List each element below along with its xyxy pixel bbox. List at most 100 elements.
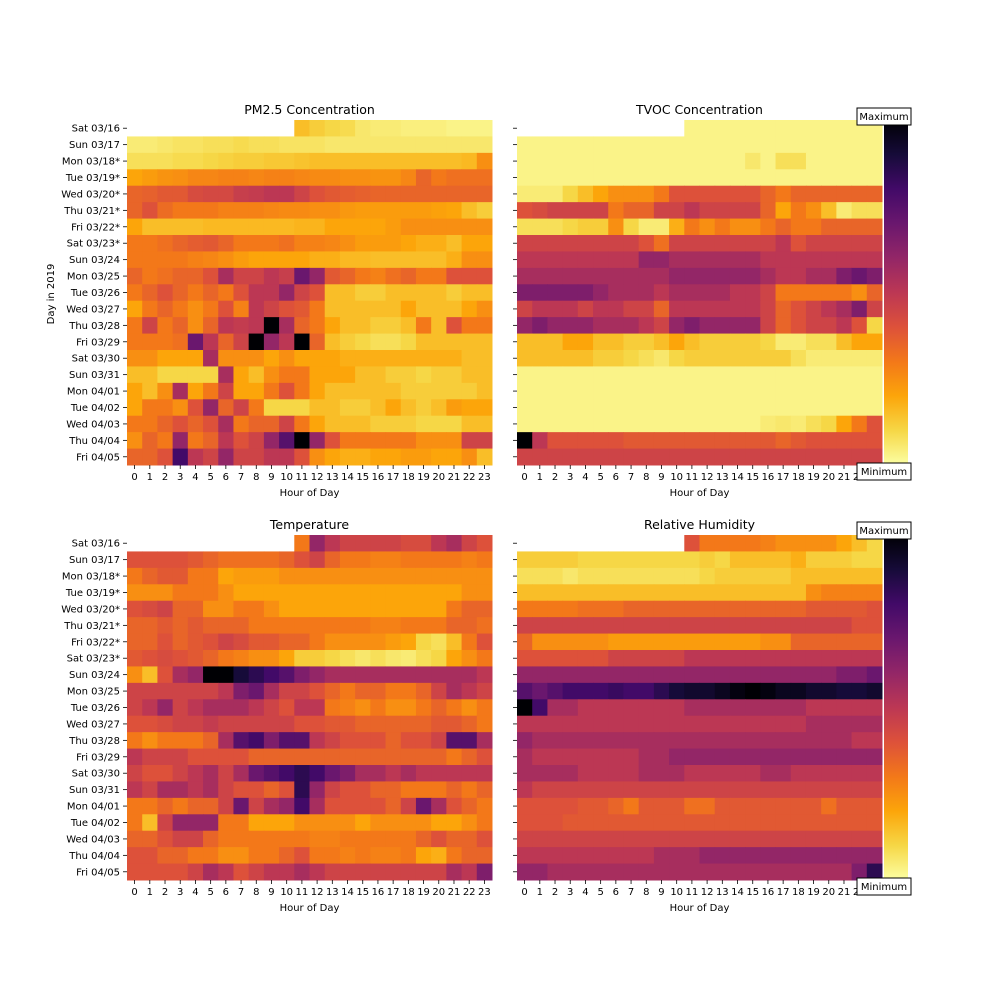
heatmap-cell bbox=[324, 399, 341, 417]
heatmap-cell bbox=[851, 218, 868, 236]
heatmap-cell bbox=[699, 797, 716, 815]
heatmap-cell bbox=[851, 251, 868, 269]
heatmap-cell bbox=[866, 567, 883, 585]
y-tick-label: Sat 03/23* bbox=[67, 239, 120, 250]
heatmap-cell bbox=[400, 814, 417, 832]
heatmap-cell bbox=[760, 551, 777, 569]
heatmap-cell bbox=[142, 748, 158, 766]
heatmap-cell bbox=[532, 584, 548, 602]
x-axis-label: Hour of Day bbox=[280, 488, 340, 499]
heatmap-cell bbox=[760, 333, 777, 351]
heatmap-cell bbox=[866, 600, 883, 618]
heatmap-cell bbox=[187, 797, 204, 815]
heatmap-cell bbox=[608, 399, 624, 417]
heatmap-cell bbox=[638, 202, 655, 220]
heatmap-cell bbox=[218, 551, 234, 569]
heatmap-cell bbox=[714, 584, 731, 602]
heatmap-cell bbox=[547, 218, 564, 236]
heatmap-cell bbox=[608, 567, 624, 585]
heatmap-cell bbox=[608, 152, 624, 170]
heatmap-cell bbox=[324, 432, 341, 450]
heatmap-cell bbox=[836, 366, 853, 384]
heatmap-cell bbox=[370, 600, 387, 618]
heatmap-cell bbox=[699, 366, 716, 384]
x-tick-label: 2 bbox=[552, 887, 558, 898]
heatmap-cell bbox=[461, 382, 478, 400]
heatmap-cell bbox=[385, 235, 402, 252]
heatmap-cell bbox=[142, 797, 158, 815]
x-tick-label: 6 bbox=[613, 887, 619, 898]
heatmap-cell bbox=[593, 366, 609, 384]
heatmap-cell bbox=[638, 650, 655, 667]
heatmap-cell bbox=[532, 169, 548, 187]
heatmap-cell bbox=[836, 202, 853, 220]
heatmap-cell bbox=[415, 633, 432, 651]
heatmap-cell bbox=[851, 284, 868, 302]
heatmap-cell bbox=[593, 650, 609, 667]
heatmap-cell bbox=[370, 152, 387, 170]
heatmap-cell bbox=[142, 814, 158, 832]
heatmap-cell bbox=[517, 218, 533, 236]
heatmap-cell bbox=[279, 633, 295, 651]
heatmap-cell bbox=[431, 863, 447, 881]
y-tick-label: Thu 03/21* bbox=[63, 621, 120, 632]
heatmap-cell bbox=[446, 863, 463, 881]
heatmap-cell bbox=[279, 551, 295, 569]
heatmap-cell bbox=[294, 863, 310, 881]
heatmap-cell bbox=[370, 366, 387, 384]
heatmap-cell bbox=[263, 366, 280, 384]
heatmap-cell bbox=[760, 682, 777, 700]
heatmap-cell bbox=[339, 699, 356, 717]
heatmap-cell bbox=[279, 136, 295, 154]
heatmap-cell bbox=[142, 682, 158, 700]
heatmap-cell bbox=[172, 267, 189, 285]
heatmap-cell bbox=[461, 617, 478, 635]
heatmap-cell bbox=[669, 748, 685, 766]
heatmap-cell bbox=[684, 551, 700, 569]
heatmap-cell bbox=[532, 765, 548, 782]
heatmap-cell bbox=[385, 317, 402, 335]
heatmap-cell bbox=[294, 682, 310, 700]
x-tick-label: 8 bbox=[643, 472, 649, 483]
heatmap-cell bbox=[203, 863, 219, 881]
heatmap-cell bbox=[638, 666, 655, 684]
heatmap-cell bbox=[577, 617, 594, 635]
heatmap-cell bbox=[263, 136, 280, 154]
heatmap-cell bbox=[866, 830, 883, 848]
heatmap-cell bbox=[233, 682, 250, 700]
heatmap-cell bbox=[805, 633, 822, 651]
heatmap-cell bbox=[775, 650, 792, 667]
heatmap-cell bbox=[699, 666, 716, 684]
heatmap-cell bbox=[431, 432, 447, 450]
heatmap-cell bbox=[638, 185, 655, 203]
heatmap-cell bbox=[836, 781, 853, 799]
heatmap-cell bbox=[370, 650, 387, 667]
heatmap-cell bbox=[562, 682, 579, 700]
heatmap-cell bbox=[805, 600, 822, 618]
heatmap-cell bbox=[699, 267, 716, 285]
heatmap-cell bbox=[370, 666, 387, 684]
heatmap-cell bbox=[294, 366, 310, 384]
heatmap-cell bbox=[669, 415, 685, 433]
heatmap-cell bbox=[400, 732, 417, 750]
heatmap-cell bbox=[172, 202, 189, 220]
heatmap-cell bbox=[461, 300, 478, 318]
heatmap-cell bbox=[355, 185, 371, 203]
heatmap-cell bbox=[638, 284, 655, 302]
x-tick-label: 10 bbox=[670, 472, 683, 483]
heatmap-cell bbox=[233, 732, 250, 750]
heatmap-cell bbox=[684, 617, 700, 635]
heatmap-cell bbox=[790, 600, 807, 618]
heatmap-cell bbox=[547, 765, 564, 782]
heatmap-cell bbox=[203, 202, 219, 220]
heatmap-cell bbox=[669, 432, 685, 450]
heatmap-cell bbox=[562, 185, 579, 203]
heatmap-cell bbox=[760, 399, 777, 417]
heatmap-cell bbox=[517, 567, 533, 585]
heatmap-cell bbox=[851, 666, 868, 684]
x-tick-label: 20 bbox=[822, 472, 835, 483]
heatmap-cell bbox=[203, 350, 219, 367]
heatmap-cell bbox=[532, 152, 548, 170]
heatmap-cell bbox=[547, 830, 564, 848]
heatmap-cell bbox=[279, 699, 295, 717]
